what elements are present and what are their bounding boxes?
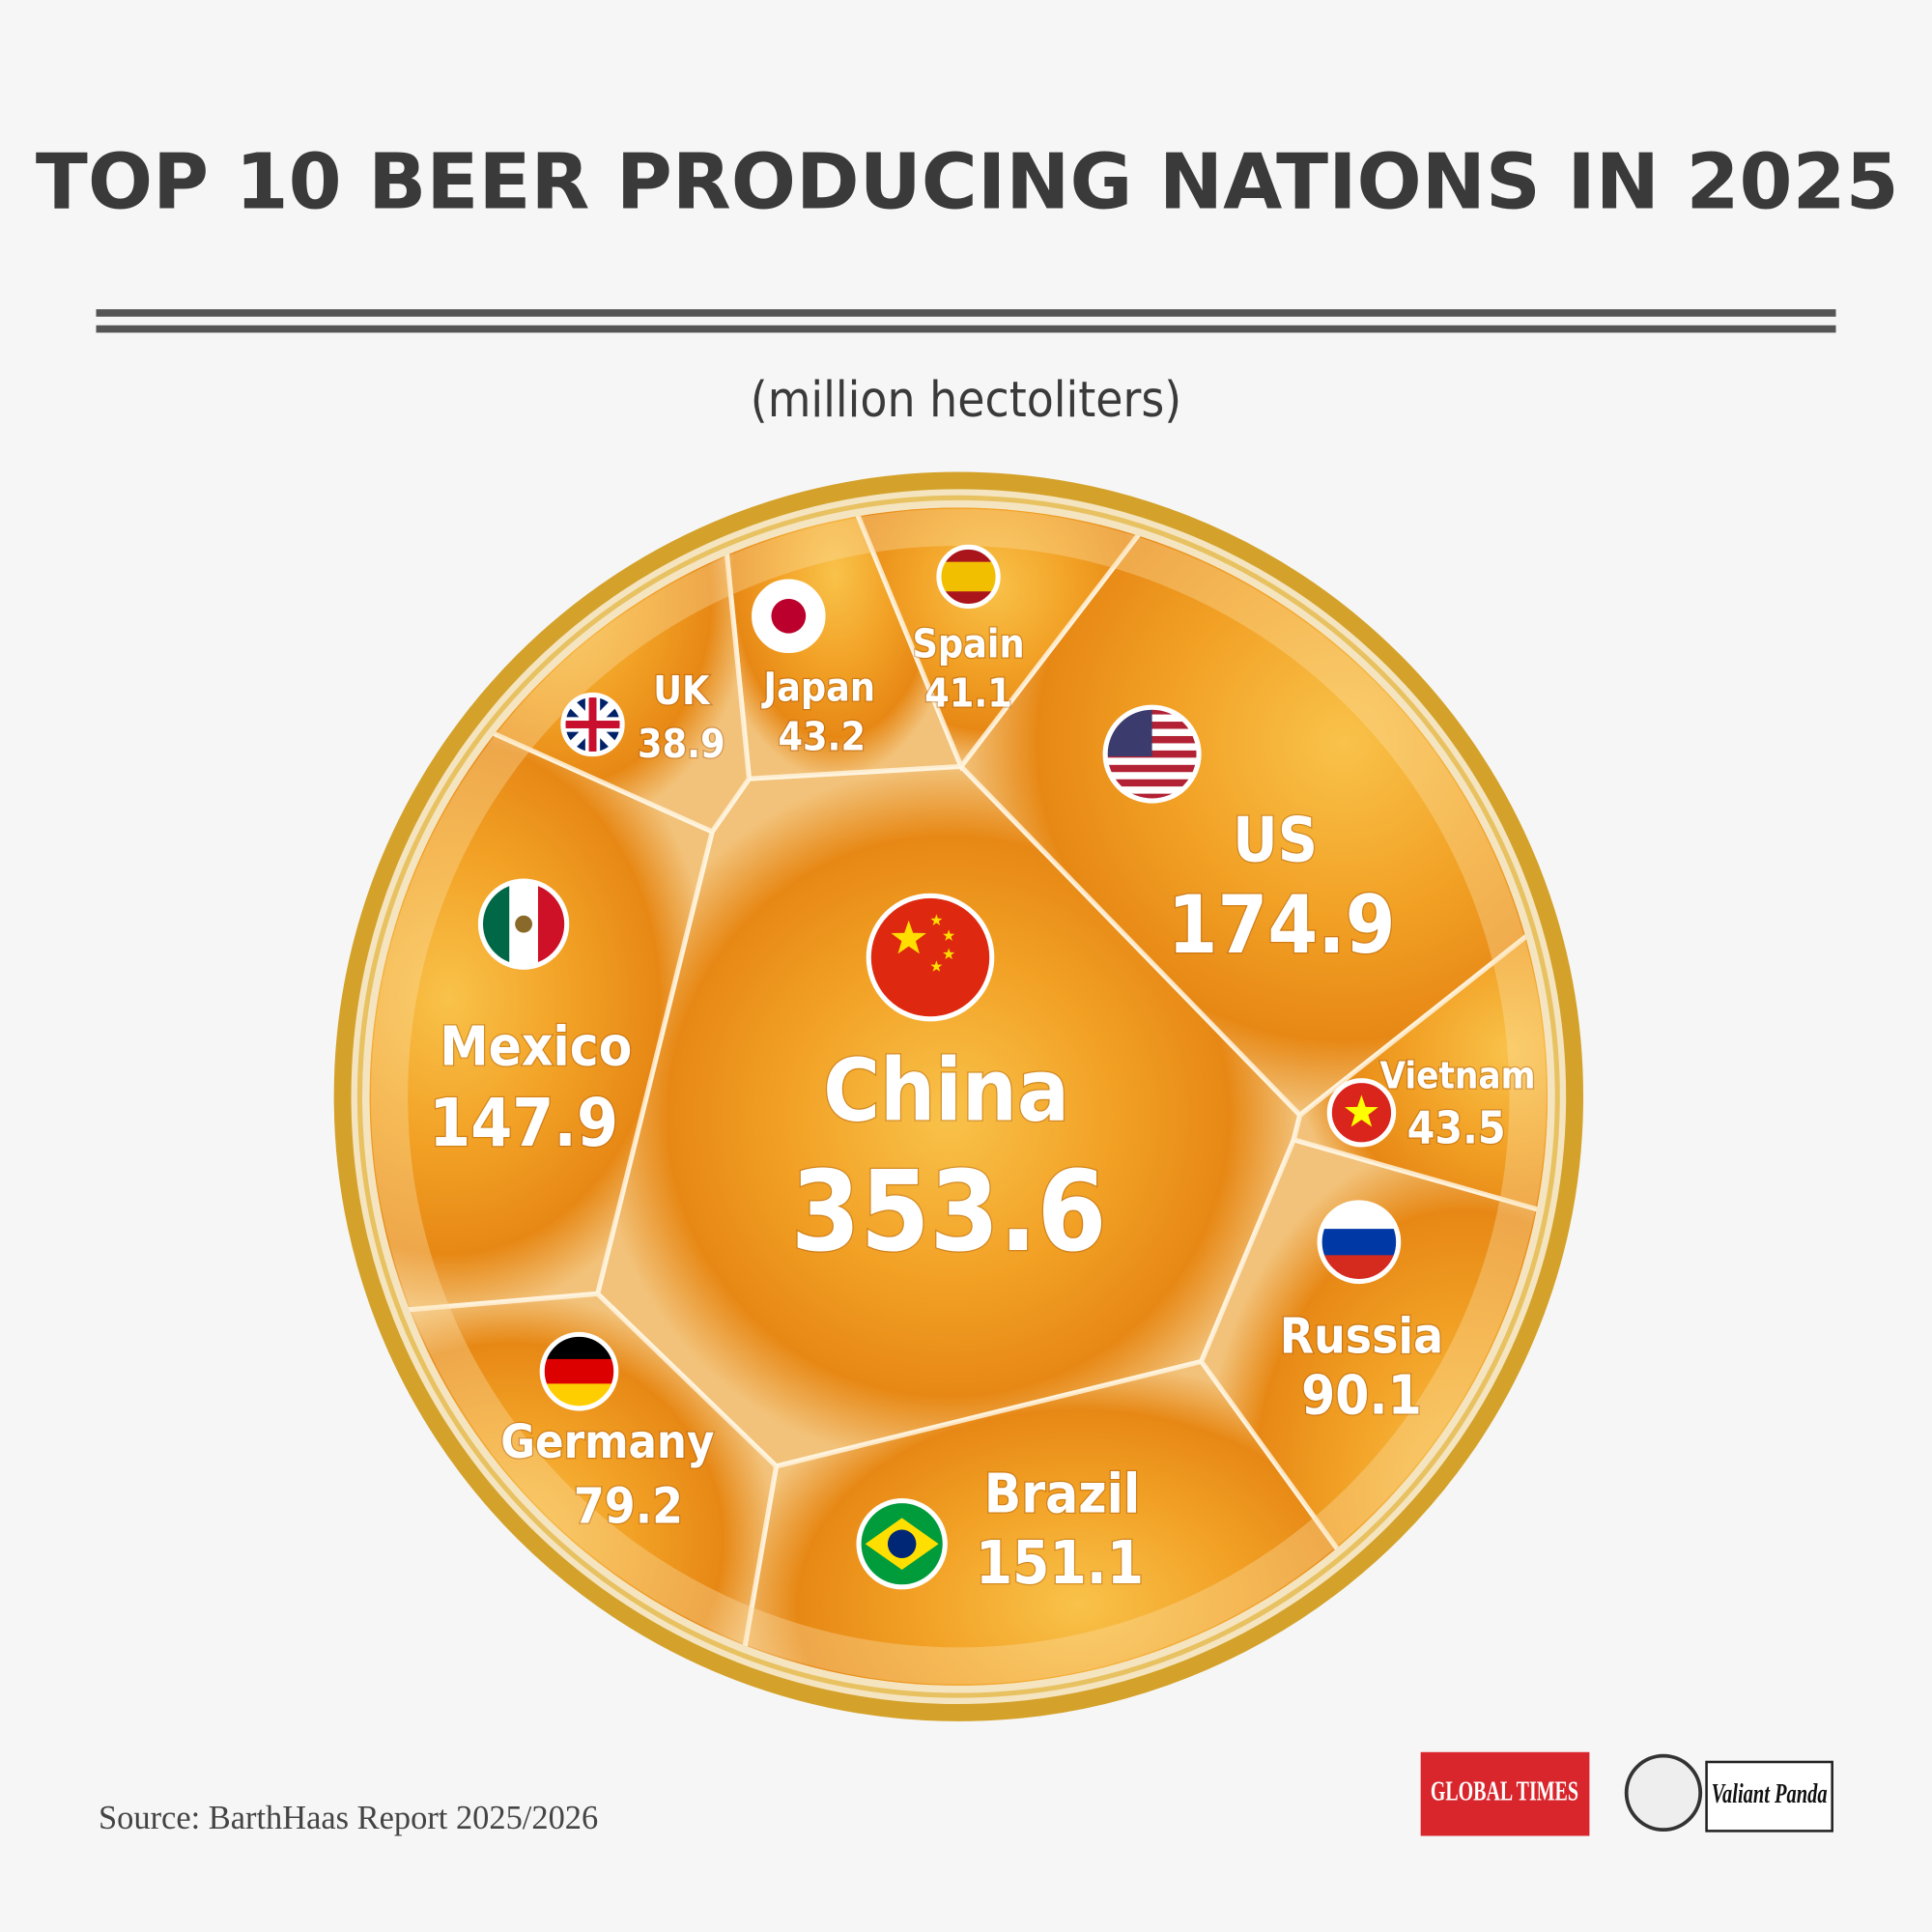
flag-border [1317,1200,1402,1285]
flag-part [1105,772,1200,781]
flag-part [930,960,943,972]
logo-box [1705,1760,1833,1833]
flag [859,1500,946,1587]
flag-border [1102,704,1202,804]
country-name: Mexico [440,1015,632,1078]
flag-part [887,1529,917,1558]
flag-part [943,929,955,941]
value-label: 174.9 [1168,878,1396,972]
value-label: 353.6 [791,1148,1107,1277]
flag-border [477,878,570,970]
country-name: Japan [760,664,875,710]
flag-part [1105,757,1200,766]
logo-text: GLOBAL TIMES [1431,1777,1578,1807]
country-name: US [1233,805,1318,876]
country-name: UK [653,668,711,714]
flag-part [930,914,943,925]
flag-part [868,895,992,1019]
panda-icon [1624,1753,1703,1833]
value-label: 38.9 [638,721,725,767]
flag-border [1326,1078,1397,1148]
subtitle: (million hectoliters) [751,372,1181,429]
logo-text: Valiant Panda [1712,1779,1828,1809]
flag-part [515,915,533,933]
flag [868,895,992,1019]
value-label: 147.9 [429,1085,618,1162]
value-label: 151.1 [976,1529,1144,1598]
value-label: 41.1 [924,670,1012,717]
country-name: Spain [912,621,1024,668]
flag-part [542,1358,616,1385]
cell [705,507,965,781]
flag [938,547,999,607]
value-label: 79.2 [574,1479,683,1536]
flag-border [856,1498,948,1590]
flag [1105,707,1200,802]
source: Source: BarthHaas Report 2025/2026 [99,1800,598,1836]
flag-border [866,893,995,1022]
flag-part [1105,764,1200,773]
flag-border [560,692,625,757]
flag-part [938,561,999,578]
rule [96,309,1836,317]
value-label: 90.1 [1301,1364,1422,1427]
country-name: China [823,1041,1069,1142]
flag-part [771,598,807,634]
country-name: Germany [500,1415,714,1469]
flag-part [891,920,926,954]
flag-part [943,948,955,960]
flag-border [936,544,1001,610]
flag-border [752,579,826,654]
flag-part [1105,786,1200,795]
flag-part [1105,793,1200,802]
country-name: Vietnam [1379,1055,1535,1098]
value-label: 43.5 [1407,1101,1506,1153]
rule [96,325,1836,333]
value-label: 43.2 [778,713,866,759]
logo-box [1420,1751,1590,1836]
country-name: Brazil [984,1463,1140,1525]
flag-part [1345,1094,1378,1127]
flag-part [938,576,999,592]
glass-rim-inner [356,495,1560,1698]
flag-part [588,695,597,754]
flag-border [539,1331,619,1411]
chart-title: TOP 10 BEER PRODUCING NATIONS IN 2025 [36,137,1899,226]
flag-part [1105,779,1200,787]
flag-part [1320,1229,1399,1256]
country-name: Russia [1280,1308,1443,1365]
